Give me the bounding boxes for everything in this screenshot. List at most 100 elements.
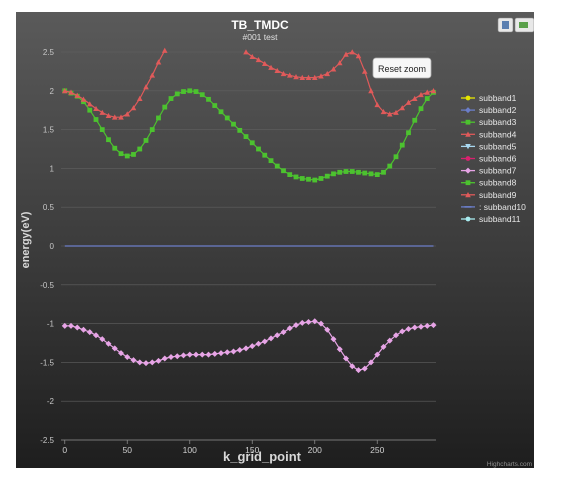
legend-item-subband11[interactable]: subband11: [461, 214, 521, 224]
data-point: [80, 326, 87, 333]
data-point: [236, 346, 243, 353]
data-point: [393, 332, 399, 339]
data-point: [261, 60, 268, 67]
data-point: [274, 332, 281, 339]
data-point: [399, 328, 406, 335]
data-point: [368, 171, 374, 177]
legend-marker: [465, 180, 471, 186]
credits-label[interactable]: Highcharts.com: [487, 461, 532, 468]
legend-item-subband6[interactable]: subband6: [461, 154, 517, 164]
data-point: [268, 335, 274, 342]
y-tick-label: -2: [47, 397, 55, 406]
data-point: [374, 172, 380, 178]
data-point: [61, 322, 68, 329]
data-point: [255, 340, 262, 347]
legend-marker: [465, 167, 471, 174]
y-tick-label: -2.5: [40, 436, 54, 445]
data-point: [137, 146, 143, 152]
y-tick-label: 1.5: [43, 126, 55, 135]
data-point: [355, 53, 362, 59]
data-point: [187, 88, 193, 94]
reset-zoom-button[interactable]: Reset zoom: [372, 57, 432, 79]
legend-label: subband11: [479, 214, 521, 224]
legend-item-subband2[interactable]: subband2: [461, 105, 517, 115]
legend-item-subband1[interactable]: subband1: [461, 93, 517, 103]
data-point: [168, 96, 174, 101]
data-point: [149, 72, 156, 78]
export-button[interactable]: [514, 17, 534, 33]
legend-item-subband4[interactable]: subband4: [461, 129, 517, 139]
legend-item-subband8[interactable]: subband8: [461, 178, 517, 188]
data-point: [118, 350, 124, 357]
data-point: [406, 130, 411, 136]
legend-item-subband7[interactable]: subband7: [461, 166, 517, 176]
data-point: [243, 49, 249, 55]
data-point: [430, 88, 437, 94]
data-point: [231, 121, 236, 127]
data-point: [293, 174, 299, 180]
data-point: [249, 53, 256, 60]
data-point: [349, 169, 355, 174]
y-tick-label: 1: [50, 164, 55, 173]
legend-item-subband3[interactable]: subband3: [461, 117, 517, 127]
chart-title: TB_TMDC: [231, 18, 289, 32]
legend-marker: [464, 206, 472, 208]
legend-marker: [465, 107, 471, 114]
data-point: [162, 104, 168, 110]
data-point: [68, 89, 74, 95]
data-point: [237, 127, 243, 133]
data-point: [136, 95, 143, 101]
print-button[interactable]: [497, 17, 514, 33]
data-point: [130, 357, 137, 364]
chart-svg: TB_TMDC #001 test 2.5 2 1.5 1 0.5 0 -0.5 -1 -1.5…: [16, 12, 534, 468]
x-tick-label: 0: [62, 445, 67, 455]
legend-marker: [465, 144, 471, 150]
chart-container: TB_TMDC #001 test 2.5 2 1.5 1 0.5 0 -0.5 -1 -1.5…: [16, 12, 534, 468]
legend-marker: [465, 95, 471, 101]
x-tick-label: 50: [123, 445, 133, 455]
data-point: [386, 111, 393, 117]
data-point: [155, 59, 162, 65]
legend-label: subband3: [479, 117, 517, 127]
legend-item-subband9[interactable]: subband9: [461, 190, 517, 200]
y-tick-label: 2.5: [43, 48, 55, 57]
data-point: [106, 137, 111, 143]
data-point: [249, 343, 256, 350]
data-point: [149, 127, 155, 132]
legend-label: subband5: [479, 141, 517, 151]
data-point: [305, 74, 312, 81]
data-point: [256, 146, 261, 152]
data-point: [218, 109, 224, 115]
data-point: [212, 103, 218, 108]
y-axis-title: energy(eV): [20, 211, 32, 268]
y-tick-label: 2: [50, 87, 55, 96]
data-point: [393, 154, 399, 160]
data-point: [99, 336, 106, 343]
data-point: [224, 115, 230, 121]
data-point: [99, 109, 106, 115]
data-point: [336, 346, 343, 353]
chart-subtitle: #001 test: [243, 32, 279, 42]
data-point: [374, 351, 381, 358]
data-point: [356, 169, 361, 175]
data-point: [74, 324, 81, 331]
data-point: [286, 325, 293, 332]
legend-item-subband5[interactable]: subband5: [461, 141, 517, 151]
data-point: [80, 96, 87, 102]
data-point: [318, 73, 324, 79]
data-point: [312, 177, 318, 183]
data-point: [368, 359, 374, 366]
data-point: [418, 106, 424, 112]
data-point: [405, 326, 412, 333]
legend-item-subband10[interactable]: : subband10: [461, 202, 526, 212]
legend-label: subband6: [479, 154, 517, 164]
data-point: [424, 89, 431, 95]
y-axis: 2.5 2 1.5 1 0.5 0 -0.5 -1 -1.5 -2 -2.5: [40, 48, 54, 445]
data-point: [287, 172, 293, 178]
data-point: [118, 114, 124, 120]
data-point: [224, 349, 231, 356]
data-point: [168, 353, 174, 360]
data-point: [105, 340, 112, 347]
data-point: [318, 176, 324, 181]
legend: subband1 subband2 subband3 subband4 subband5…: [461, 93, 526, 224]
